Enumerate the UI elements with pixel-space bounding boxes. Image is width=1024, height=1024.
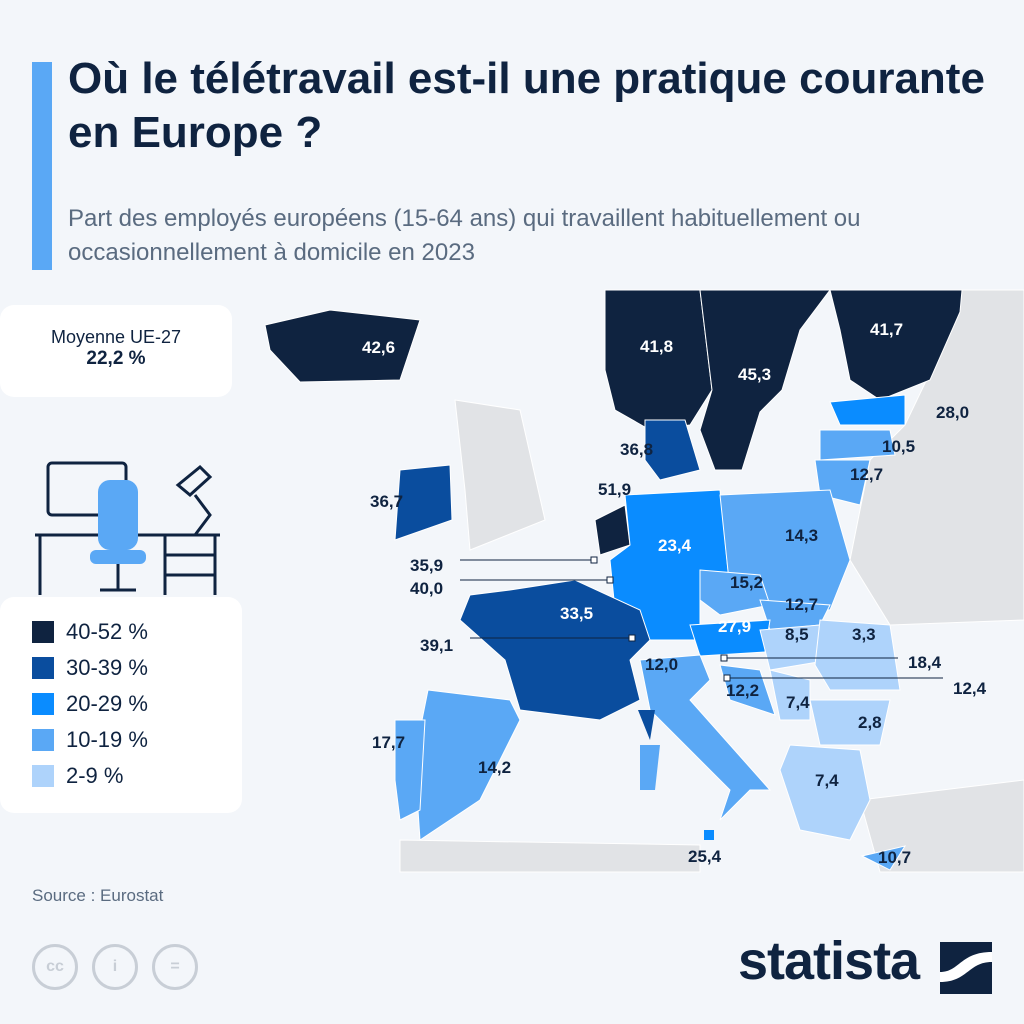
eu-average-label: Moyenne UE-27 bbox=[50, 327, 182, 347]
value-label: 27,9 bbox=[718, 617, 751, 636]
callout-marker[interactable] bbox=[720, 654, 728, 662]
eu-average-value: 22,2 % bbox=[86, 348, 146, 369]
value-label: 12,0 bbox=[645, 655, 678, 674]
value-label: 7,4 bbox=[786, 693, 810, 712]
page-title: Où le télétravail est-il une pratique co… bbox=[68, 54, 985, 157]
page-subtitle: Part des employés européens (15-64 ans) … bbox=[68, 205, 861, 266]
country-region[interactable] bbox=[459, 579, 651, 721]
value-label: 14,3 bbox=[785, 526, 818, 545]
value-label: 23,4 bbox=[658, 536, 692, 555]
country-region[interactable] bbox=[769, 669, 811, 721]
land-north-africa bbox=[399, 839, 701, 873]
value-label: 12,4 bbox=[953, 679, 987, 698]
value-label: 36,8 bbox=[620, 440, 653, 459]
cc-license-icon[interactable]: cc bbox=[32, 944, 78, 990]
statista-logo-mark bbox=[940, 942, 992, 994]
legend-swatch bbox=[32, 765, 54, 787]
country-region[interactable] bbox=[639, 654, 772, 821]
sardinia-region bbox=[640, 745, 660, 790]
value-label: 18,4 bbox=[908, 653, 942, 672]
callout-marker[interactable] bbox=[628, 634, 636, 642]
value-label: 35,9 bbox=[410, 556, 443, 575]
callout-marker[interactable] bbox=[723, 674, 731, 682]
callout-marker[interactable] bbox=[590, 556, 598, 564]
value-label: 7,4 bbox=[815, 771, 839, 790]
malta-region[interactable] bbox=[704, 830, 714, 840]
value-label: 42,6 bbox=[362, 338, 395, 357]
legend: 40-52 % 30-39 % 20-29 % 10-19 % 2-9 % bbox=[0, 597, 242, 813]
country-region[interactable] bbox=[394, 719, 426, 821]
callout-marker[interactable] bbox=[606, 576, 614, 584]
value-label: 10,7 bbox=[878, 848, 911, 867]
attribution-icon[interactable]: i bbox=[92, 944, 138, 990]
country-region[interactable] bbox=[604, 289, 713, 431]
country-region[interactable] bbox=[264, 309, 421, 383]
value-label: 39,1 bbox=[420, 636, 453, 655]
statista-logo[interactable]: statista bbox=[738, 931, 920, 991]
country-region[interactable] bbox=[394, 464, 453, 541]
legend-swatch bbox=[32, 693, 54, 715]
legend-label: 20-29 % bbox=[66, 691, 148, 716]
value-label: 33,5 bbox=[560, 604, 593, 623]
value-label: 14,2 bbox=[478, 758, 511, 777]
legend-item: 10-19 % bbox=[32, 727, 148, 753]
country-region[interactable] bbox=[809, 699, 891, 746]
value-label: 12,2 bbox=[726, 681, 759, 700]
corsica-region bbox=[638, 710, 655, 740]
legend-label: 40-52 % bbox=[66, 619, 148, 644]
value-label: 41,7 bbox=[870, 320, 903, 339]
legend-label: 10-19 % bbox=[66, 727, 148, 752]
value-label: 25,4 bbox=[688, 847, 722, 866]
home-office-icon bbox=[35, 461, 220, 595]
value-label: 17,7 bbox=[372, 733, 405, 752]
country-region[interactable] bbox=[829, 394, 906, 426]
legend-swatch bbox=[32, 621, 54, 643]
value-label: 36,7 bbox=[370, 492, 403, 511]
value-label: 10,5 bbox=[882, 437, 915, 456]
value-label: 41,8 bbox=[640, 337, 673, 356]
legend-item: 2-9 % bbox=[32, 763, 123, 789]
value-label: 12,7 bbox=[850, 465, 883, 484]
value-label: 8,5 bbox=[785, 625, 809, 644]
value-label: 28,0 bbox=[936, 403, 969, 422]
country-region[interactable] bbox=[644, 419, 701, 481]
value-label: 40,0 bbox=[410, 579, 443, 598]
legend-item: 20-29 % bbox=[32, 691, 148, 717]
country-region[interactable] bbox=[699, 289, 831, 471]
value-label: 3,3 bbox=[852, 625, 876, 644]
value-label: 45,3 bbox=[738, 365, 771, 384]
legend-label: 2-9 % bbox=[66, 763, 124, 788]
eu-average-card: Moyenne UE-27 22,2 % bbox=[0, 305, 232, 397]
legend-item: 30-39 % bbox=[32, 655, 148, 681]
country-region[interactable] bbox=[699, 569, 771, 616]
legend-swatch bbox=[32, 729, 54, 751]
legend-item: 40-52 % bbox=[32, 619, 148, 645]
source-text: Source : Eurostat bbox=[32, 886, 164, 905]
value-label: 12,7 bbox=[785, 595, 818, 614]
legend-label: 30-39 % bbox=[66, 655, 148, 680]
value-label: 2,8 bbox=[858, 713, 882, 732]
land-uk bbox=[454, 399, 546, 551]
country-region[interactable] bbox=[779, 744, 871, 841]
title-accent-bar bbox=[32, 62, 52, 270]
value-label: 51,9 bbox=[598, 480, 631, 499]
country-region[interactable] bbox=[860, 845, 907, 871]
no-derivatives-icon[interactable]: = bbox=[152, 944, 198, 990]
country-region[interactable] bbox=[819, 429, 896, 461]
country-region[interactable] bbox=[829, 289, 963, 401]
legend-swatch bbox=[32, 657, 54, 679]
value-label: 15,2 bbox=[730, 573, 763, 592]
